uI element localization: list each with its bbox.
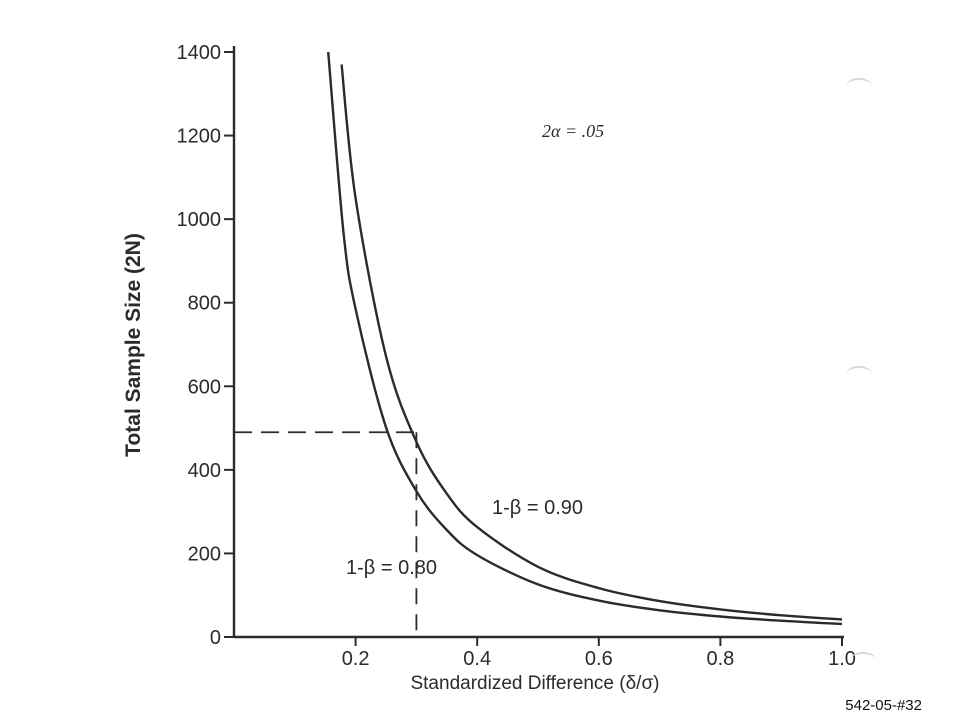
scan-mark xyxy=(846,366,872,382)
x-axis-label: Standardized Difference (δ/σ) xyxy=(410,673,659,694)
x-tick-label: 0.6 xyxy=(585,648,613,670)
y-tick-label: 1400 xyxy=(177,42,222,64)
y-tick-label: 1200 xyxy=(177,126,222,148)
y-tick-label: 200 xyxy=(188,543,221,565)
axes: 0 200 400 600 800 1000 1200 1400 0.2 0.4 0.6 0.8 1.0 xyxy=(177,42,856,670)
series-label-power-080: 1-β = 0.80 xyxy=(346,557,437,579)
curves xyxy=(327,51,843,626)
y-tick-label: 600 xyxy=(188,376,221,398)
slide-id: 542-05-#32 xyxy=(845,697,922,714)
y-tick-label: 1000 xyxy=(177,209,222,231)
scan-mark xyxy=(846,78,872,94)
series-line-power-080 xyxy=(327,51,843,626)
alpha-annotation: 2α = .05 xyxy=(542,121,604,141)
labels: Standardized Difference (δ/σ) Total Sampl… xyxy=(122,121,660,694)
y-tick-label: 0 xyxy=(210,627,221,649)
x-tick-label: 0.2 xyxy=(342,648,370,670)
y-tick-label: 400 xyxy=(188,460,221,482)
series-line-power-090 xyxy=(340,64,843,621)
scan-mark xyxy=(850,652,876,668)
x-tick-label: 1.0 xyxy=(828,648,856,670)
x-tick-label: 0.8 xyxy=(706,648,734,670)
series-label-power-090: 1-β = 0.90 xyxy=(492,497,583,519)
reference-lines xyxy=(234,431,418,637)
y-tick-label: 800 xyxy=(188,293,221,315)
y-axis-label: Total Sample Size (2N) xyxy=(122,233,145,457)
x-tick-label: 0.4 xyxy=(463,648,491,670)
